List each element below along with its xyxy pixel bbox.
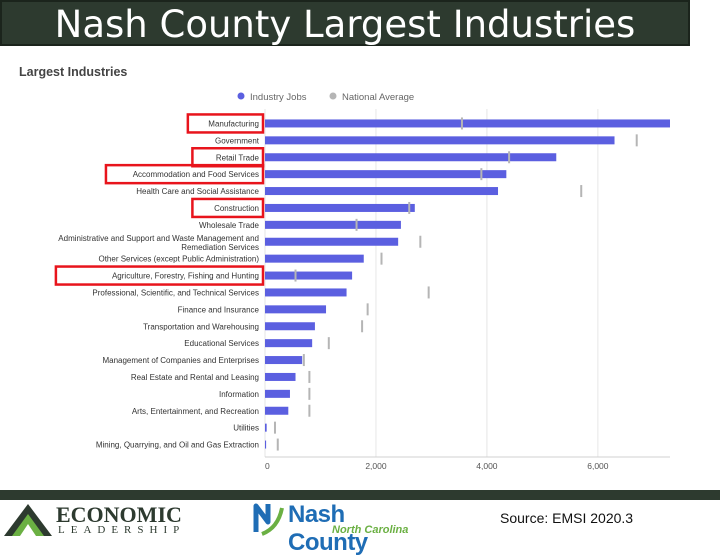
industry-jobs-bar <box>265 119 670 128</box>
legend-swatch <box>237 92 245 100</box>
industry-jobs-bar <box>265 254 364 263</box>
national-average-marker <box>580 185 583 198</box>
national-average-marker <box>508 151 511 164</box>
category-label: Accommodation and Food Services <box>133 170 259 179</box>
legend-label: National Average <box>342 92 414 103</box>
national-average-marker <box>380 252 383 265</box>
national-average-marker <box>294 269 297 282</box>
category-label: Management of Companies and Enterprises <box>102 356 259 365</box>
category-label: Manufacturing <box>208 119 259 128</box>
nash-county-mark-icon <box>253 503 284 536</box>
highlight-box <box>186 113 265 134</box>
industry-jobs-bar <box>265 203 415 212</box>
industry-jobs-bar <box>265 271 353 280</box>
category-label: Administrative and Support and Waste Man… <box>58 234 259 252</box>
chart-legend: Industry Jobs National Average <box>237 92 414 103</box>
industry-jobs-bar <box>265 153 557 162</box>
title-bar: Nash County Largest Industries <box>0 0 690 46</box>
national-average-marker <box>419 235 422 248</box>
slide-title: Nash County Largest Industries <box>54 3 636 46</box>
industry-jobs-bar <box>265 220 401 229</box>
highlight-box <box>191 197 265 219</box>
national-average-marker <box>327 337 330 350</box>
industry-jobs-bar <box>265 372 296 381</box>
category-label: Health Care and Social Assistance <box>136 187 259 196</box>
industry-jobs-bar <box>265 339 313 348</box>
industry-jobs-bar <box>265 406 289 415</box>
logo-word-economic: ECONOMIC <box>56 502 182 527</box>
industry-jobs-bar <box>265 322 315 331</box>
category-label: Construction <box>214 204 259 213</box>
category-label: Information <box>219 390 259 399</box>
category-label: Utilities <box>233 424 259 433</box>
source-note: Source: EMSI 2020.3 <box>500 510 634 526</box>
logo-word-leadership: LEADERSHIP <box>58 524 186 536</box>
national-average-marker <box>308 387 311 400</box>
footer-divider <box>0 490 720 500</box>
highlight-box <box>54 265 265 286</box>
category-label: Retail Trade <box>216 153 260 162</box>
category-label: Finance and Insurance <box>178 305 260 314</box>
x-tick-label: 4,000 <box>476 461 498 470</box>
x-tick-label: 2,000 <box>365 461 387 470</box>
national-average-marker <box>361 320 364 333</box>
industry-jobs-bar <box>265 288 347 297</box>
logo-north-carolina-text: North Carolina <box>332 524 409 536</box>
legend-label: Industry Jobs <box>250 92 307 103</box>
national-average-marker <box>460 117 463 130</box>
industry-jobs-bar <box>265 237 399 246</box>
industry-jobs-bar <box>265 356 303 365</box>
category-label: Real Estate and Rental and Leasing <box>131 373 259 382</box>
national-average-marker <box>427 286 430 299</box>
legend-swatch <box>329 92 337 100</box>
x-tick-label: 0 <box>265 461 270 470</box>
industry-jobs-bar <box>265 170 507 179</box>
economic-leadership-logo: ECONOMIC LEADERSHIP <box>2 500 192 538</box>
category-label: Mining, Quarrying, and Oil and Gas Extra… <box>96 441 259 450</box>
national-average-marker <box>308 404 311 417</box>
chart-container: Largest Industries Industry Jobs National… <box>12 56 700 470</box>
national-average-marker <box>408 201 411 214</box>
national-average-marker <box>366 303 369 316</box>
logo-triangle-icon <box>4 504 52 536</box>
national-average-marker <box>276 438 279 451</box>
industry-jobs-bar <box>265 305 327 314</box>
industry-jobs-bar <box>265 187 499 196</box>
national-average-marker <box>480 168 483 181</box>
industry-jobs-bar <box>265 423 267 432</box>
national-average-marker <box>302 354 305 367</box>
category-label: Professional, Scientific, and Technical … <box>92 288 259 297</box>
category-label: Other Services (except Public Administra… <box>98 255 259 264</box>
national-average-marker <box>308 370 311 383</box>
nash-county-logo: Nash County North Carolina <box>248 498 418 556</box>
category-label: Arts, Entertainment, and Recreation <box>132 407 259 416</box>
national-average-marker <box>635 134 638 147</box>
industry-jobs-bar <box>265 136 615 145</box>
category-label: Wholesale Trade <box>199 221 260 230</box>
x-tick-label: 6,000 <box>587 461 609 470</box>
national-average-marker <box>355 218 358 231</box>
industry-jobs-bar <box>265 440 267 449</box>
category-label: Educational Services <box>184 339 259 348</box>
chart-title: Largest Industries <box>19 65 128 79</box>
industry-jobs-bar <box>265 389 290 398</box>
category-label: Agriculture, Forestry, Fishing and Hunti… <box>112 272 259 281</box>
bar-chart: Industry Jobs National Average 0 2,000 4,000… <box>54 92 670 470</box>
highlight-box <box>104 163 265 185</box>
national-average-marker <box>273 421 276 434</box>
category-label: Government <box>215 136 260 145</box>
category-label: Transportation and Warehousing <box>143 322 259 331</box>
